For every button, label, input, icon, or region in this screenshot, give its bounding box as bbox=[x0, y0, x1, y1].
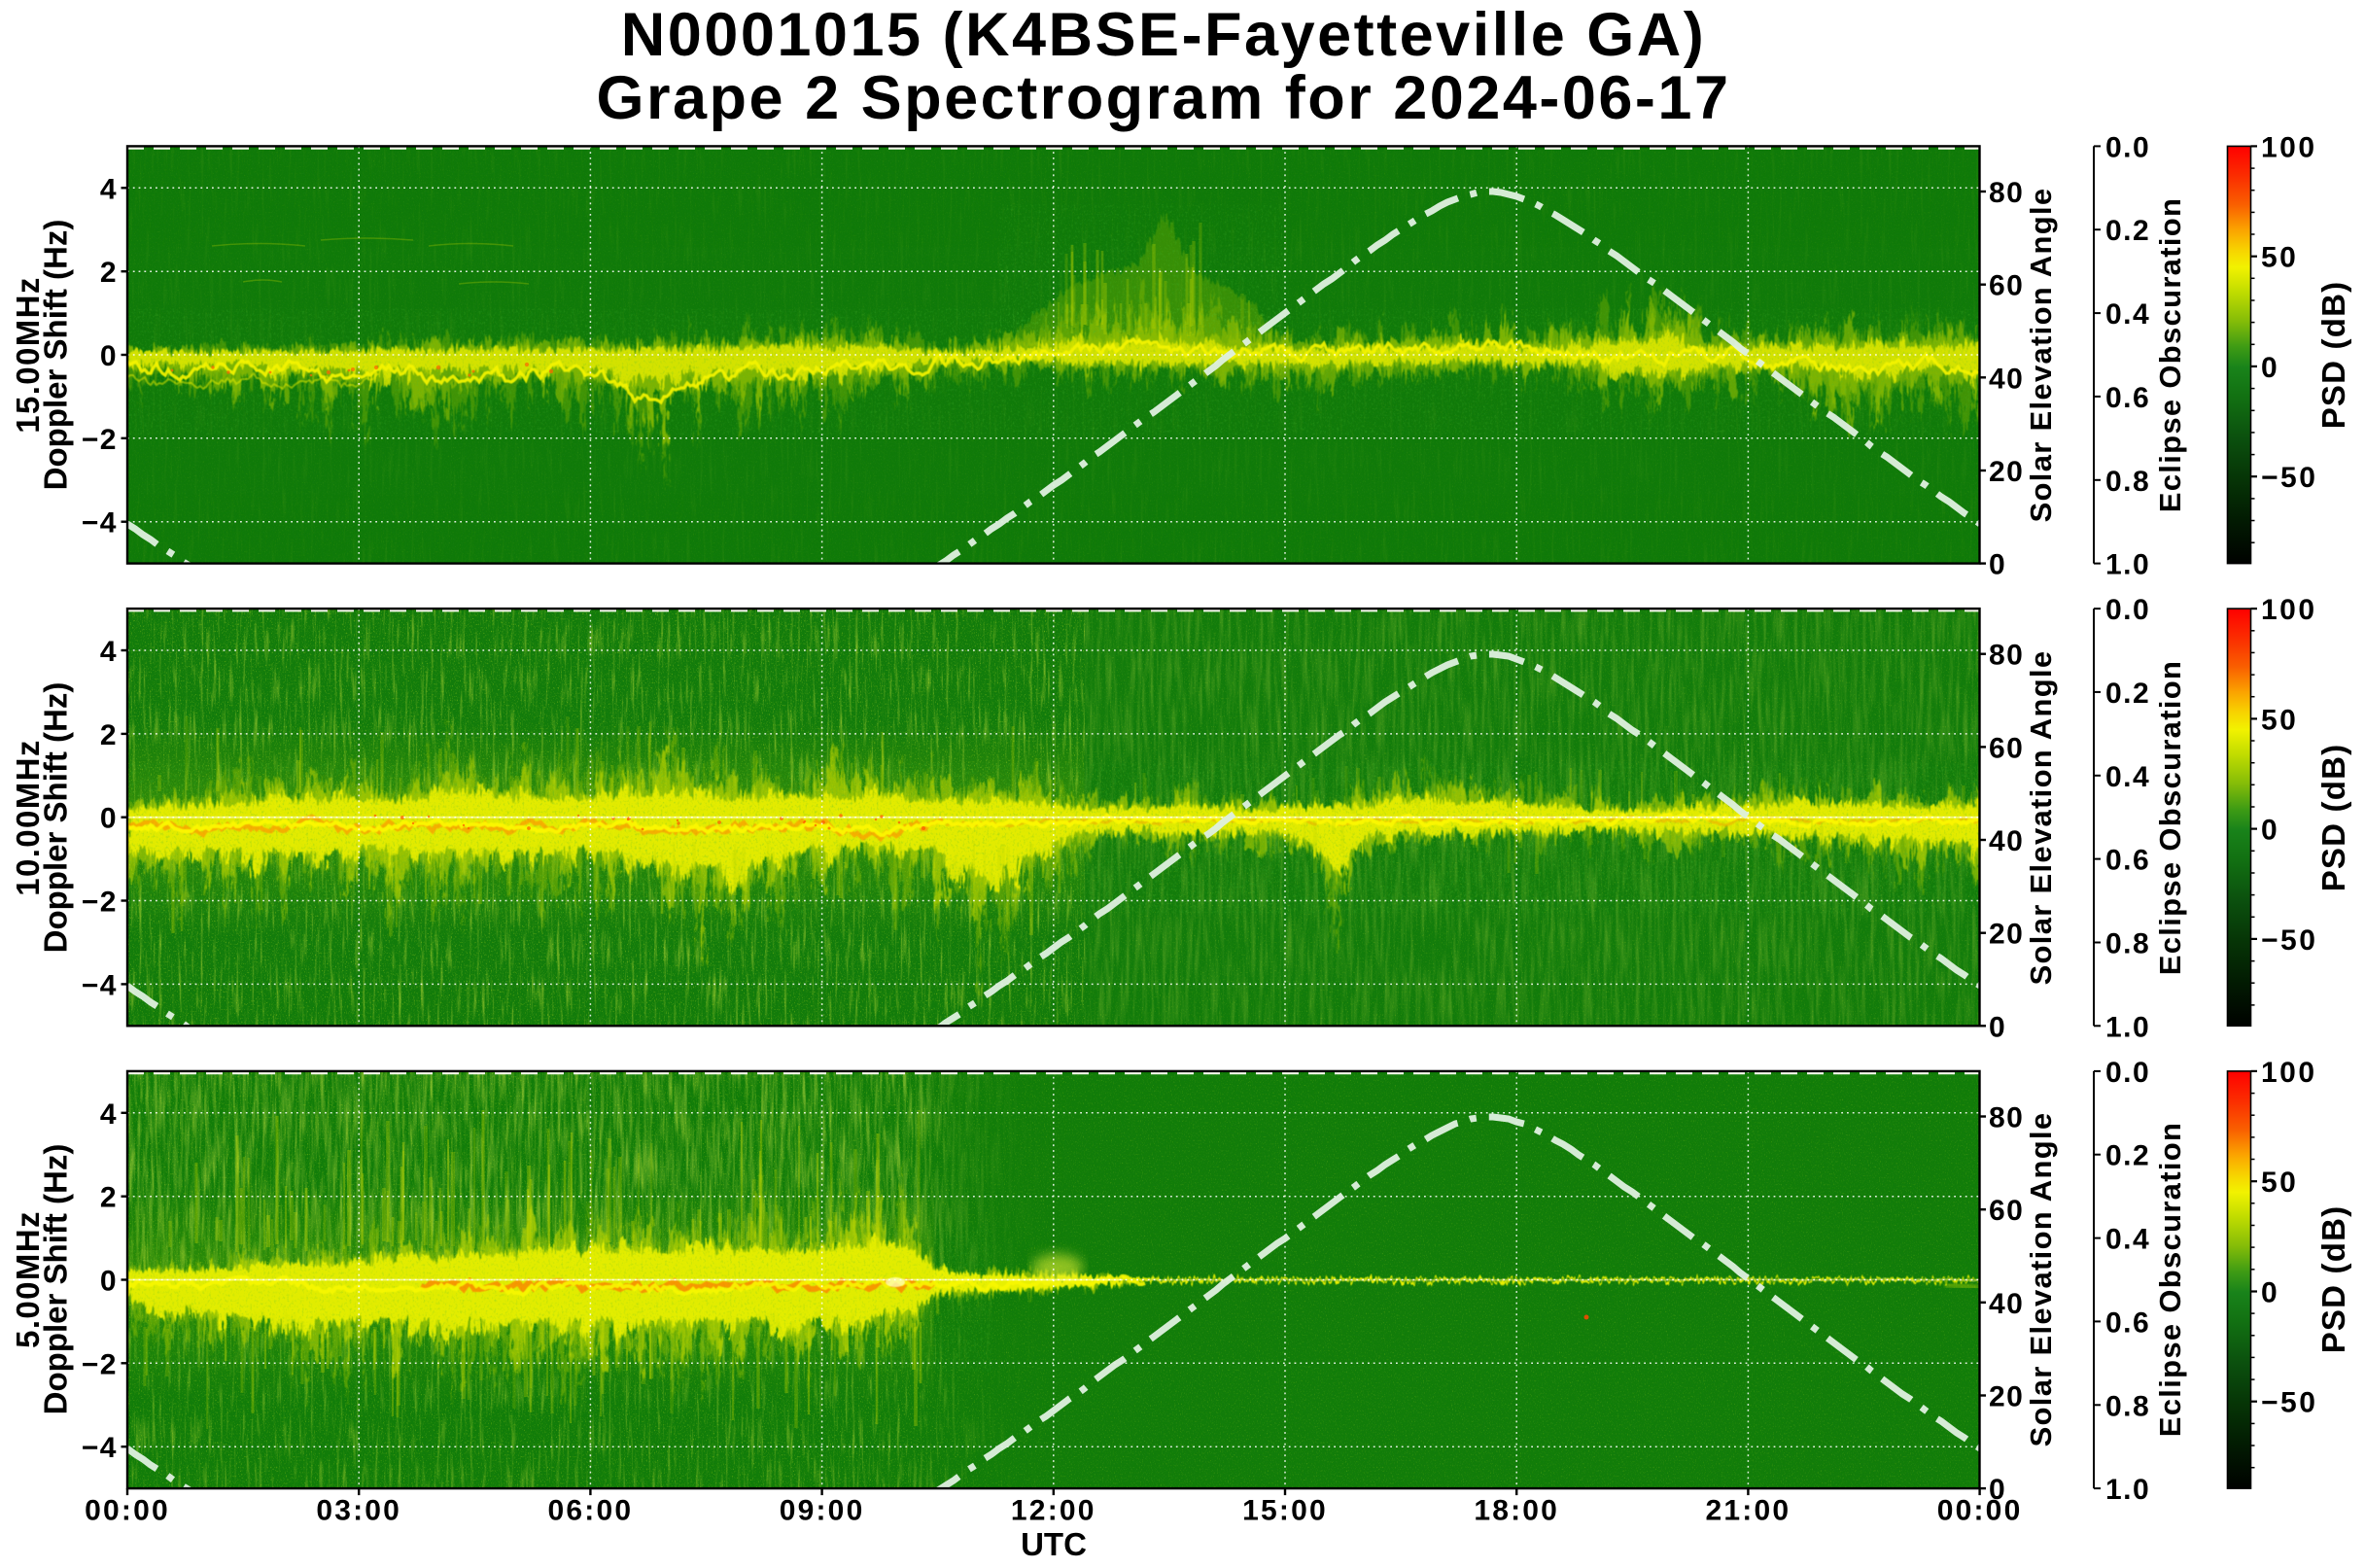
svg-text:0: 0 bbox=[100, 1266, 118, 1298]
svg-text:0.6: 0.6 bbox=[2105, 382, 2150, 414]
svg-text:−4: −4 bbox=[82, 969, 118, 1001]
svg-text:Solar Elevation Angle: Solar Elevation Angle bbox=[2024, 650, 2058, 986]
svg-text:0.4: 0.4 bbox=[2105, 298, 2150, 331]
svg-text:−50: −50 bbox=[2261, 1387, 2317, 1419]
svg-text:2: 2 bbox=[100, 719, 118, 751]
svg-text:0: 0 bbox=[1989, 1474, 2006, 1506]
svg-text:0: 0 bbox=[1989, 549, 2006, 581]
svg-text:40: 40 bbox=[1989, 825, 2024, 857]
svg-text:PSD (dB): PSD (dB) bbox=[2315, 281, 2351, 430]
svg-text:0.6: 0.6 bbox=[2105, 845, 2150, 877]
svg-text:80: 80 bbox=[1989, 640, 2024, 672]
svg-text:1.0: 1.0 bbox=[2105, 549, 2150, 581]
svg-text:50: 50 bbox=[2261, 1167, 2298, 1199]
svg-text:N0001015 (K4BSE-Fayetteville G: N0001015 (K4BSE-Fayetteville GA) bbox=[621, 1, 1706, 69]
svg-text:20: 20 bbox=[1989, 1381, 2024, 1413]
svg-text:60: 60 bbox=[1989, 732, 2024, 764]
svg-text:0: 0 bbox=[2261, 1277, 2279, 1309]
svg-text:15:00: 15:00 bbox=[1242, 1495, 1328, 1527]
svg-text:0.8: 0.8 bbox=[2105, 466, 2150, 498]
svg-text:−50: −50 bbox=[2261, 924, 2317, 957]
svg-text:4: 4 bbox=[100, 1098, 118, 1131]
svg-text:0.8: 0.8 bbox=[2105, 1390, 2150, 1422]
svg-text:0: 0 bbox=[2261, 352, 2279, 384]
svg-text:100: 100 bbox=[2261, 1057, 2317, 1089]
svg-text:40: 40 bbox=[1989, 1288, 2024, 1320]
svg-text:10.00MHz: 10.00MHz bbox=[10, 739, 46, 896]
svg-text:18:00: 18:00 bbox=[1474, 1495, 1559, 1527]
svg-text:20: 20 bbox=[1989, 456, 2024, 488]
svg-text:06:00: 06:00 bbox=[548, 1495, 634, 1527]
svg-text:Eclipse Obscuration: Eclipse Obscuration bbox=[2153, 197, 2187, 512]
svg-text:−4: −4 bbox=[82, 1432, 118, 1464]
svg-text:1.0: 1.0 bbox=[2105, 1474, 2150, 1506]
svg-text:0: 0 bbox=[100, 340, 118, 372]
svg-text:4: 4 bbox=[100, 173, 118, 205]
svg-text:−2: −2 bbox=[82, 424, 118, 456]
svg-text:−50: −50 bbox=[2261, 462, 2317, 494]
svg-text:40: 40 bbox=[1989, 363, 2024, 395]
svg-text:0.8: 0.8 bbox=[2105, 928, 2150, 960]
svg-text:50: 50 bbox=[2261, 242, 2298, 274]
svg-text:60: 60 bbox=[1989, 1195, 2024, 1227]
svg-text:09:00: 09:00 bbox=[780, 1495, 865, 1527]
svg-text:UTC: UTC bbox=[1021, 1526, 1087, 1562]
svg-text:0.6: 0.6 bbox=[2105, 1307, 2150, 1339]
svg-text:0.0: 0.0 bbox=[2105, 131, 2150, 163]
svg-text:2: 2 bbox=[100, 1182, 118, 1214]
svg-text:0: 0 bbox=[1989, 1011, 2006, 1043]
svg-text:−2: −2 bbox=[82, 887, 118, 919]
svg-text:00:00: 00:00 bbox=[1937, 1495, 2023, 1527]
svg-text:Doppler Shift (Hz): Doppler Shift (Hz) bbox=[38, 1144, 74, 1415]
svg-text:0: 0 bbox=[2261, 815, 2279, 847]
svg-text:Doppler Shift (Hz): Doppler Shift (Hz) bbox=[38, 682, 74, 954]
svg-text:60: 60 bbox=[1989, 270, 2024, 302]
svg-text:15.00MHz: 15.00MHz bbox=[10, 276, 46, 434]
svg-text:50: 50 bbox=[2261, 704, 2298, 736]
svg-text:100: 100 bbox=[2261, 594, 2317, 626]
svg-text:4: 4 bbox=[100, 636, 118, 668]
svg-text:0.0: 0.0 bbox=[2105, 1057, 2150, 1089]
svg-text:Doppler Shift (Hz): Doppler Shift (Hz) bbox=[38, 220, 74, 491]
svg-text:Grape 2 Spectrogram for 2024-0: Grape 2 Spectrogram for 2024-06-17 bbox=[597, 64, 1731, 132]
svg-text:03:00: 03:00 bbox=[316, 1495, 401, 1527]
svg-text:0.4: 0.4 bbox=[2105, 761, 2150, 793]
svg-text:12:00: 12:00 bbox=[1011, 1495, 1096, 1527]
svg-text:PSD (dB): PSD (dB) bbox=[2315, 1205, 2351, 1354]
svg-text:0.0: 0.0 bbox=[2105, 594, 2150, 626]
svg-text:21:00: 21:00 bbox=[1706, 1495, 1791, 1527]
svg-text:80: 80 bbox=[1989, 177, 2024, 209]
svg-text:0.2: 0.2 bbox=[2105, 678, 2150, 710]
svg-text:5.00MHz: 5.00MHz bbox=[10, 1210, 46, 1348]
svg-text:PSD (dB): PSD (dB) bbox=[2315, 744, 2351, 892]
svg-text:0.2: 0.2 bbox=[2105, 215, 2150, 247]
svg-text:−2: −2 bbox=[82, 1348, 118, 1380]
svg-text:0.2: 0.2 bbox=[2105, 1140, 2150, 1172]
svg-text:Solar Elevation Angle: Solar Elevation Angle bbox=[2024, 188, 2058, 523]
svg-text:1.0: 1.0 bbox=[2105, 1011, 2150, 1043]
svg-text:−4: −4 bbox=[82, 507, 118, 540]
svg-text:Eclipse Obscuration: Eclipse Obscuration bbox=[2153, 660, 2187, 975]
svg-text:0: 0 bbox=[100, 803, 118, 835]
svg-text:80: 80 bbox=[1989, 1102, 2024, 1134]
svg-text:00:00: 00:00 bbox=[85, 1495, 170, 1527]
svg-text:Eclipse Obscuration: Eclipse Obscuration bbox=[2153, 1122, 2187, 1437]
svg-text:20: 20 bbox=[1989, 919, 2024, 951]
svg-text:Solar Elevation Angle: Solar Elevation Angle bbox=[2024, 1112, 2058, 1447]
svg-text:100: 100 bbox=[2261, 131, 2317, 163]
svg-text:0.4: 0.4 bbox=[2105, 1224, 2150, 1256]
svg-text:2: 2 bbox=[100, 257, 118, 289]
